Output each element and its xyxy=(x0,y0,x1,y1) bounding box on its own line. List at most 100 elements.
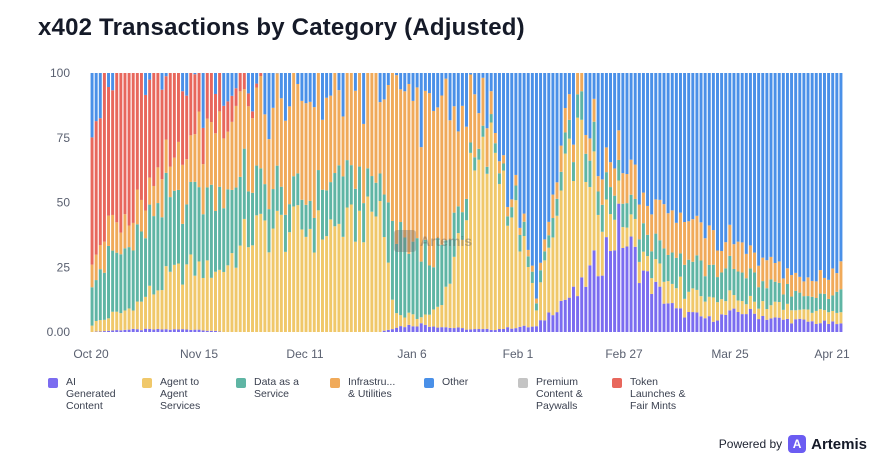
bar-segment-infra xyxy=(197,111,201,188)
bar-segment-a2a xyxy=(358,210,361,332)
bar-segment-other xyxy=(452,73,456,107)
bar-segment-other xyxy=(547,73,551,222)
bar-segment-infra xyxy=(378,102,382,174)
bar-segment-infra xyxy=(699,222,703,261)
bar-segment-infra xyxy=(839,261,843,290)
bar-segment-other xyxy=(798,73,802,277)
bar-segment-infra xyxy=(218,111,222,187)
bar-segment-daas xyxy=(584,153,588,182)
bar-segment-daas xyxy=(312,217,316,253)
bar-segment-infra xyxy=(172,157,176,191)
legend-item[interactable]: Token Launches & Fair Mints xyxy=(612,376,688,412)
bar-segment-infra xyxy=(489,91,493,115)
bar-segment-daas xyxy=(440,244,444,306)
bar-segment-ai xyxy=(135,329,139,332)
bar-segment-ai xyxy=(761,316,765,332)
bar-segment-infra xyxy=(386,85,390,203)
legend-item[interactable]: Infrastru... & Utilities xyxy=(330,376,406,412)
bar-segment-a2a xyxy=(604,199,608,238)
bar-segment-infra xyxy=(670,210,674,253)
bar-segment-other xyxy=(736,73,740,242)
bar-segment-ai xyxy=(810,321,814,332)
bar-segment-ai xyxy=(481,329,485,332)
bar-segment-daas xyxy=(740,272,744,301)
bar-segment-token xyxy=(148,79,152,178)
bar-segment-daas xyxy=(687,259,691,292)
bar-segment-daas xyxy=(765,288,769,310)
bar-segment-daas xyxy=(460,212,464,240)
bar-segment-ai xyxy=(493,330,497,332)
bar-segment-daas xyxy=(839,289,843,313)
legend-item[interactable]: Other xyxy=(424,376,500,412)
bar-segment-infra xyxy=(152,185,156,217)
bar-segment-infra xyxy=(382,99,386,195)
bar-segment-daas xyxy=(123,248,127,311)
legend-item[interactable]: AI Generated Content xyxy=(48,376,124,412)
legend-item[interactable]: Agent to Agent Services xyxy=(142,376,218,412)
bar-segment-infra xyxy=(246,106,250,192)
legend-item[interactable]: Premium Content & Paywalls xyxy=(518,376,594,412)
bar-segment-other xyxy=(399,73,403,90)
bar-segment-infra xyxy=(695,215,699,256)
bar-segment-other xyxy=(802,73,806,282)
x-tick-label: Mar 25 xyxy=(711,347,749,361)
bar-segment-daas xyxy=(399,222,403,316)
bar-segment-daas xyxy=(555,198,559,216)
bar-segment-daas xyxy=(115,252,119,312)
bar-segment-daas xyxy=(818,293,822,310)
bar-segment-daas xyxy=(567,119,571,139)
bar-segment-other xyxy=(427,73,431,94)
bar-segment-ai xyxy=(214,330,217,332)
bar-segment-infra xyxy=(279,98,283,187)
bar-segment-a2a xyxy=(790,310,794,324)
bar-segment-daas xyxy=(473,157,477,171)
bar-segment-daas xyxy=(353,188,357,242)
bar-segment-other xyxy=(382,73,386,100)
bar-segment-a2a xyxy=(465,220,468,330)
bar-segment-daas xyxy=(407,253,411,313)
bar-segment-infra xyxy=(102,241,106,273)
bar-segment-infra xyxy=(502,155,506,164)
bar-segment-daas xyxy=(374,182,378,217)
bar-segment-ai xyxy=(510,328,514,332)
bar-segment-other xyxy=(695,73,699,216)
bar-segment-other xyxy=(415,73,419,88)
bar-segment-daas xyxy=(720,272,724,300)
bar-segment-ai xyxy=(621,247,625,332)
bar-segment-ai xyxy=(814,323,818,332)
bar-segment-a2a xyxy=(481,136,485,330)
bar-segment-ai xyxy=(152,329,156,332)
bar-segment-a2a xyxy=(288,232,292,332)
bar-segment-a2a xyxy=(370,211,374,332)
bar-segment-a2a xyxy=(423,314,427,326)
bar-segment-infra xyxy=(415,87,419,239)
bar-segment-infra xyxy=(646,205,650,235)
bar-segment-a2a xyxy=(753,301,757,314)
bar-segment-infra xyxy=(296,83,300,174)
bar-segment-daas xyxy=(102,272,106,320)
bar-segment-daas xyxy=(436,238,440,307)
bar-segment-infra xyxy=(518,227,522,235)
bar-segment-ai xyxy=(823,320,826,332)
bar-segment-other xyxy=(144,73,148,95)
bar-segment-daas xyxy=(662,248,666,282)
bar-segment-ai xyxy=(209,330,213,332)
bar-segment-ai xyxy=(497,329,501,332)
bar-segment-a2a xyxy=(230,253,234,332)
bar-segment-a2a xyxy=(773,301,777,318)
bar-segment-daas xyxy=(683,264,687,299)
bar-segment-infra xyxy=(395,75,399,244)
bar-segment-a2a xyxy=(534,310,538,327)
bar-segment-ai xyxy=(724,314,728,332)
bar-segment-token xyxy=(176,73,180,142)
bar-segment-daas xyxy=(308,200,312,229)
legend-item[interactable]: Data as a Service xyxy=(236,376,312,412)
bar-segment-daas xyxy=(337,165,341,224)
bar-segment-infra xyxy=(637,204,641,240)
bar-segment-a2a xyxy=(205,260,209,331)
bar-segment-token xyxy=(139,73,143,200)
bar-segment-other xyxy=(777,73,781,262)
bar-segment-daas xyxy=(563,132,567,154)
bar-segment-token xyxy=(156,73,160,168)
